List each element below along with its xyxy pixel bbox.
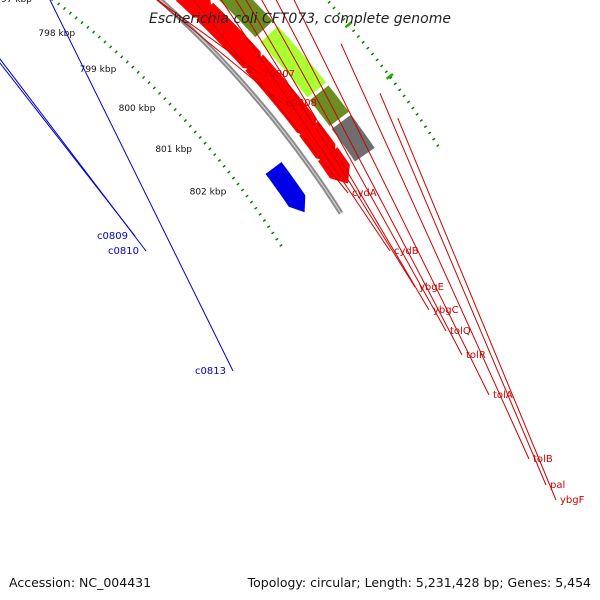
gene-c0814 [265, 162, 306, 213]
leader-line-ybgF [397, 118, 557, 501]
leader-line-tolA [293, 0, 490, 396]
gene-labels: c0807 c0808 cydA cydB ybgE ybgC tolQ tolR tolA to… [0, 0, 585, 506]
gene-label-c0807[interactable]: c0807 [264, 69, 295, 80]
leader-line-ybgC [245, 0, 430, 311]
gene-label-pal[interactable]: pal [550, 480, 565, 491]
leader-line-c0813 [49, 0, 234, 372]
gene-label-tolR[interactable]: tolR [466, 350, 486, 361]
gene-label-c0808[interactable]: c0808 [286, 98, 317, 109]
kbp-tick-label: 801 kbp [155, 145, 192, 155]
feature-tracks [175, 0, 375, 213]
colored-feature-block [218, 0, 273, 38]
kbp-tick-label: 800 kbp [119, 104, 156, 114]
kbp-ruler: 789 kbp790 kbp791 kbp792 kbp793 kbp794 k… [0, 0, 442, 251]
gene-label-tolB[interactable]: tolB [533, 454, 553, 465]
leader-line-c0809 [0, 62, 136, 237]
gene-label-c0813[interactable]: c0813 [195, 366, 226, 377]
gene-label-tolA[interactable]: tolA [493, 390, 513, 401]
gene-label-c0810[interactable]: c0810 [108, 246, 139, 257]
gene-label-cydA[interactable]: cydA [352, 188, 377, 199]
gene-tolB [245, 54, 317, 137]
leader-line-ybgE [235, 0, 416, 288]
genome-backbone [156, 0, 344, 215]
leader-line-c0810 [0, 58, 147, 252]
gene-label-cydB[interactable]: cydB [394, 246, 419, 257]
kbp-tick-mark [344, 21, 353, 29]
leader-line-tolQ [261, 0, 447, 332]
leader-line-tolB [340, 43, 530, 460]
leader-line-pal [379, 93, 547, 486]
genome-summary-text: Topology: circular; Length: 5,231,428 bp… [247, 575, 591, 590]
map-title: Escherichia coli CFT073, complete genome [149, 11, 451, 27]
gene-label-ybgF[interactable]: ybgF [560, 495, 585, 506]
kbp-tick-label: 797 kbp [0, 0, 32, 5]
accession-text: Accession: NC_004431 [9, 575, 151, 590]
kbp-tick-label: 798 kbp [38, 29, 75, 39]
kbp-tick-mark [385, 72, 394, 80]
gene-label-ybgE[interactable]: ybgE [419, 282, 444, 293]
colored-feature-block [309, 85, 349, 127]
colored-feature-block [260, 26, 327, 98]
gene-tolA [196, 2, 262, 71]
leader-line-cydB [220, 0, 391, 252]
gene-label-ybgC[interactable]: ybgC [433, 305, 459, 316]
gene-label-tolQ[interactable]: tolQ [450, 326, 471, 337]
kbp-tick-label: 802 kbp [190, 188, 227, 198]
leader-line-c0808 [156, 0, 283, 104]
kbp-tick-label: 799 kbp [80, 65, 117, 75]
leader-line-c0807 [156, 0, 261, 75]
leader-line-tolR [275, 0, 463, 356]
backbone-highlight [159, 0, 342, 214]
gene-label-c0809[interactable]: c0809 [97, 231, 128, 242]
leader-line-cydA [192, 0, 349, 194]
